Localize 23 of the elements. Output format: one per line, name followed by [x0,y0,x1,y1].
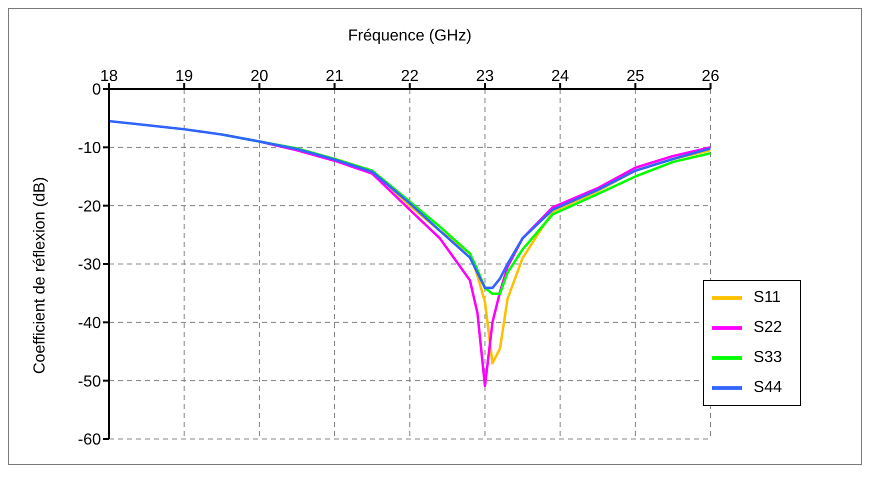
x-tick-label: 25 [626,68,644,85]
x-tick-label: 23 [476,68,494,85]
x-tick-label: 19 [175,68,194,85]
x-tick-label: 26 [702,68,720,85]
line-series [109,120,711,290]
y-tick-label: -10 [78,140,102,158]
y-tick-label: 0 [92,82,102,99]
legend-label: S22 [754,319,782,336]
x-tick-label: 20 [250,68,268,85]
x-tick-label: 24 [551,68,570,85]
y-tick-label: -30 [78,256,102,274]
y-tick-label: -40 [78,315,102,332]
y-tick-label: -50 [78,373,102,390]
legend-label: S11 [754,289,781,306]
y-tick-label: -20 [78,198,102,216]
y-tick-label: -60 [78,432,102,449]
x-tick-label: 18 [100,68,118,85]
legend-label: S33 [754,349,782,366]
x-tick-label: 21 [326,68,344,85]
x-axis-title: Fréquence (GHz) [348,27,472,44]
legend-label: S44 [754,379,782,396]
x-tick-label: 22 [400,68,419,85]
y-axis-title: Coefficient de réflexion (dB) [32,176,49,374]
